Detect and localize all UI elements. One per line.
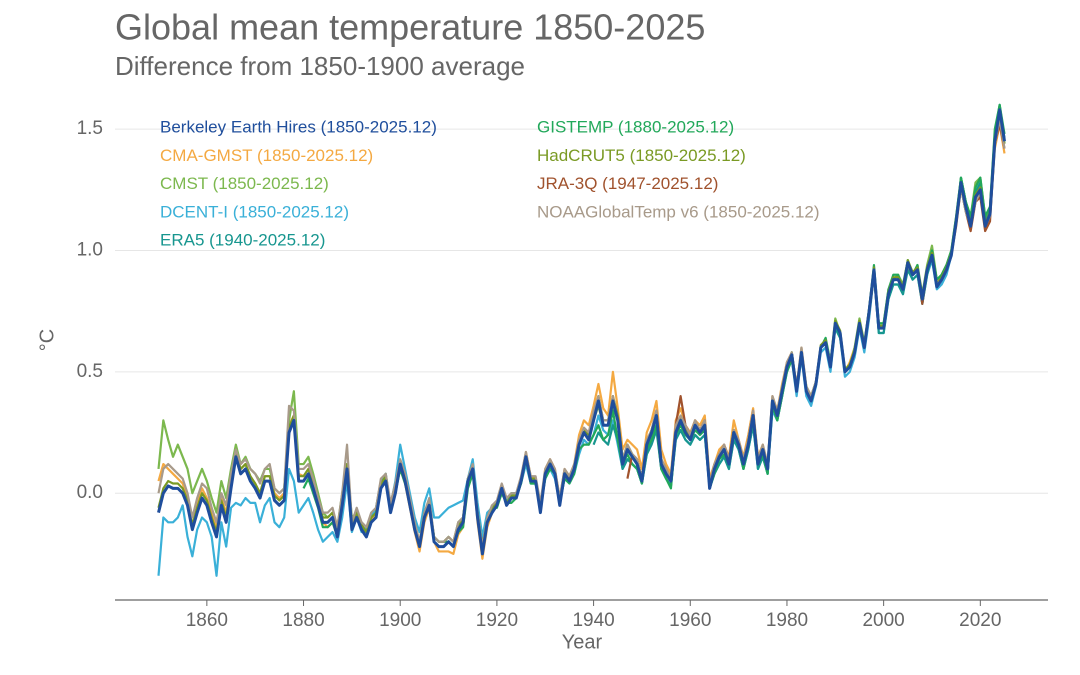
chart-title: Global mean temperature 1850-2025 (115, 7, 705, 48)
y-tick-label: 0.0 (77, 482, 103, 503)
legend-entry: NOAAGlobalTemp v6 (1850-2025.12) (537, 202, 820, 221)
y-tick-label: 1.0 (77, 240, 103, 261)
y-axis-label: °C (36, 329, 58, 351)
legend-entry: CMA-GMST (1850-2025.12) (160, 146, 373, 165)
legend: Berkeley Earth Hires (1850-2025.12) CMA-G… (160, 117, 820, 249)
chart-subtitle: Difference from 1850-1900 average (115, 51, 525, 81)
series-line (302, 103, 1006, 548)
x-tick-label: 2020 (959, 610, 1001, 631)
x-tick-label: 1860 (186, 610, 228, 631)
axes: 0.0 0.5 1.0 1.5 1860 1880 1900 1920 1940 1960 1980… (77, 118, 1048, 631)
y-tick-label: 0.5 (77, 361, 103, 382)
legend-entry: Berkeley Earth Hires (1850-2025.12) (160, 117, 437, 136)
x-tick-label: 2000 (862, 610, 904, 631)
lines (157, 103, 1006, 577)
x-tick-label: 1940 (572, 610, 614, 631)
x-tick-label: 1980 (766, 610, 808, 631)
legend-entry: DCENT-I (1850-2025.12) (160, 202, 349, 221)
legend-entry: ERA5 (1940-2025.12) (160, 231, 325, 250)
series-line (157, 108, 1006, 556)
x-axis-label: Year (562, 631, 603, 653)
y-tick-label: 1.5 (77, 118, 103, 139)
x-tick-label: 1920 (476, 610, 518, 631)
x-tick-label: 1960 (669, 610, 711, 631)
legend-entry: CMST (1850-2025.12) (160, 174, 329, 193)
legend-entry: HadCRUT5 (1850-2025.12) (537, 146, 746, 165)
legend-entry: JRA-3Q (1947-2025.12) (537, 174, 718, 193)
legend-entry: GISTEMP (1880-2025.12) (537, 117, 734, 136)
x-tick-label: 1900 (379, 610, 421, 631)
grid (115, 128, 1048, 494)
x-tick-label: 1880 (282, 610, 324, 631)
